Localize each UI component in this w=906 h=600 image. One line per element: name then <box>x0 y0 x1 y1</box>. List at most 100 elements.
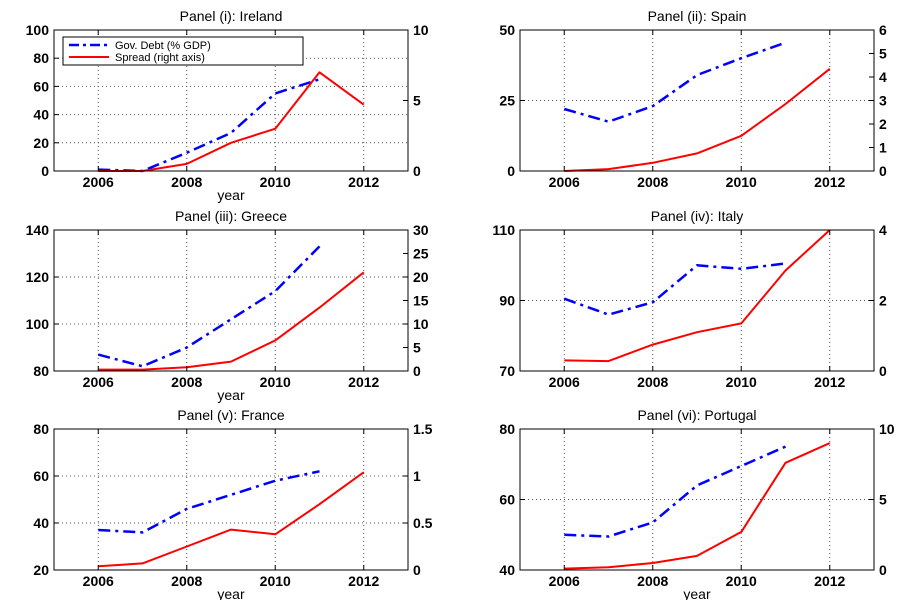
x-tick-label: 2010 <box>260 174 291 190</box>
y2-tick-label: 0 <box>413 363 421 379</box>
y-tick-label: 60 <box>33 78 49 94</box>
y2-tick-label: 0 <box>879 562 887 578</box>
panel-6: 2006 2008 2010 2012 40 60 80 0 5 10 Panel (vi): Po… <box>499 407 894 600</box>
y-tick-label: 80 <box>33 50 49 66</box>
y-tick-label: 140 <box>26 222 50 238</box>
y-tick-label: 25 <box>499 93 515 109</box>
x-tick-label: 2006 <box>549 174 580 190</box>
panel-3: 2006 2008 2010 2012 80 100 120 140 0 5 10 15 20 25 30 P… <box>26 208 429 403</box>
spread-line <box>98 71 365 172</box>
spread-line <box>98 271 365 371</box>
y2-tick-label: 5 <box>413 93 421 109</box>
y2-tick-label: 10 <box>879 421 895 437</box>
y2-tick-label: 0 <box>879 163 887 179</box>
x-tick-label: 2006 <box>83 573 114 589</box>
y2-tick-label: 5 <box>879 46 887 62</box>
x-tick-label: 2010 <box>726 573 757 589</box>
y-tick-label: 110 <box>492 222 515 238</box>
panel-2: 2006 2008 2010 2012 0 25 50 0 1 2 3 4 5 6 Panel (ii): … <box>499 8 887 190</box>
panel-1: 2006 2008 2010 2012 0 20 40 60 80 100 0 5 10 Panel (i… <box>26 8 429 203</box>
y2-tick-label: 2 <box>879 116 887 132</box>
spread-line <box>564 68 831 172</box>
x-tick-label: 2008 <box>171 174 202 190</box>
y2-tick-label: 1.5 <box>413 421 433 437</box>
y2-tick-label: 0 <box>879 363 887 379</box>
y2-tick-label: 5 <box>413 340 421 356</box>
y-tick-label: 80 <box>499 421 515 437</box>
spread-line <box>98 471 365 568</box>
x-tick-label: 2012 <box>348 573 379 589</box>
plot-frame <box>53 229 409 372</box>
debt-line <box>563 41 786 123</box>
y2-tick-label: 5 <box>879 492 887 508</box>
plot-frame <box>53 428 409 571</box>
y-tick-label: 80 <box>33 421 49 437</box>
y-tick-label: 120 <box>26 269 50 285</box>
debt-line <box>98 470 320 534</box>
y-tick-label: 100 <box>26 316 50 332</box>
x-tick-label: 2010 <box>260 374 291 390</box>
y2-tick-label: 30 <box>413 222 429 238</box>
y2-tick-label: 25 <box>413 246 429 262</box>
y2-tick-label: 10 <box>413 22 429 38</box>
x-tick-label: 2010 <box>726 374 757 390</box>
x-axis-label: year <box>683 586 711 600</box>
y-tick-label: 40 <box>499 562 515 578</box>
legend-label: Gov. Debt (% GDP) <box>115 40 211 52</box>
y-tick-label: 60 <box>499 492 515 508</box>
x-tick-label: 2006 <box>549 374 580 390</box>
x-tick-label: 2006 <box>549 573 580 589</box>
y2-tick-label: 15 <box>413 293 429 309</box>
spread-line <box>564 442 831 570</box>
x-tick-label: 2008 <box>637 374 668 390</box>
y2-tick-label: 0.5 <box>413 515 433 531</box>
y2-tick-label: 0 <box>413 562 421 578</box>
panel-title: Panel (iii): Greece <box>175 208 287 224</box>
debt-line <box>563 262 786 316</box>
y2-tick-label: 1 <box>413 468 421 484</box>
legend: Gov. Debt (% GDP)Spread (right axis) <box>62 36 304 66</box>
y-tick-label: 0 <box>41 163 49 179</box>
y-tick-label: 40 <box>33 107 49 123</box>
x-axis-label: year <box>217 586 245 600</box>
y-tick-label: 40 <box>33 515 49 531</box>
y2-tick-label: 2 <box>879 293 887 309</box>
x-tick-label: 2010 <box>726 174 757 190</box>
x-tick-label: 2008 <box>637 573 668 589</box>
panel-title: Panel (ii): Spain <box>648 8 747 24</box>
y-tick-label: 60 <box>33 468 49 484</box>
y2-tick-label: 3 <box>879 93 887 109</box>
y-tick-label: 50 <box>499 22 515 38</box>
debt-line <box>98 78 320 173</box>
y2-tick-label: 0 <box>413 163 421 179</box>
x-tick-label: 2012 <box>348 374 379 390</box>
x-tick-label: 2012 <box>814 374 845 390</box>
y-tick-label: 70 <box>499 363 515 379</box>
y-tick-label: 20 <box>33 135 49 151</box>
legend-box <box>62 36 304 66</box>
x-tick-label: 2008 <box>171 374 202 390</box>
panel-5: 2006 2008 2010 2012 20 40 60 80 0 0.5 1 1.5 Panel (v… <box>33 407 432 600</box>
x-tick-label: 2006 <box>83 374 114 390</box>
y2-tick-label: 4 <box>879 222 887 238</box>
y2-tick-label: 4 <box>879 69 887 85</box>
spread-line <box>564 229 831 363</box>
x-tick-label: 2006 <box>83 174 114 190</box>
x-axis-label: year <box>217 387 245 403</box>
debt-line <box>97 245 321 368</box>
x-tick-label: 2010 <box>260 573 291 589</box>
x-tick-label: 2008 <box>637 174 668 190</box>
debt-line <box>564 445 787 538</box>
y-tick-label: 100 <box>26 22 50 38</box>
panel-title: Panel (iv): Italy <box>651 208 744 224</box>
legend-label: Spread (right axis) <box>115 52 205 64</box>
x-tick-label: 2012 <box>814 174 845 190</box>
panel-title: Panel (vi): Portugal <box>637 407 756 423</box>
y-tick-label: 90 <box>499 293 515 309</box>
x-tick-label: 2012 <box>348 174 379 190</box>
y-tick-label: 80 <box>33 363 49 379</box>
panel-title: Panel (i): Ireland <box>180 8 283 24</box>
x-tick-label: 2012 <box>814 573 845 589</box>
y2-tick-label: 6 <box>879 22 887 38</box>
